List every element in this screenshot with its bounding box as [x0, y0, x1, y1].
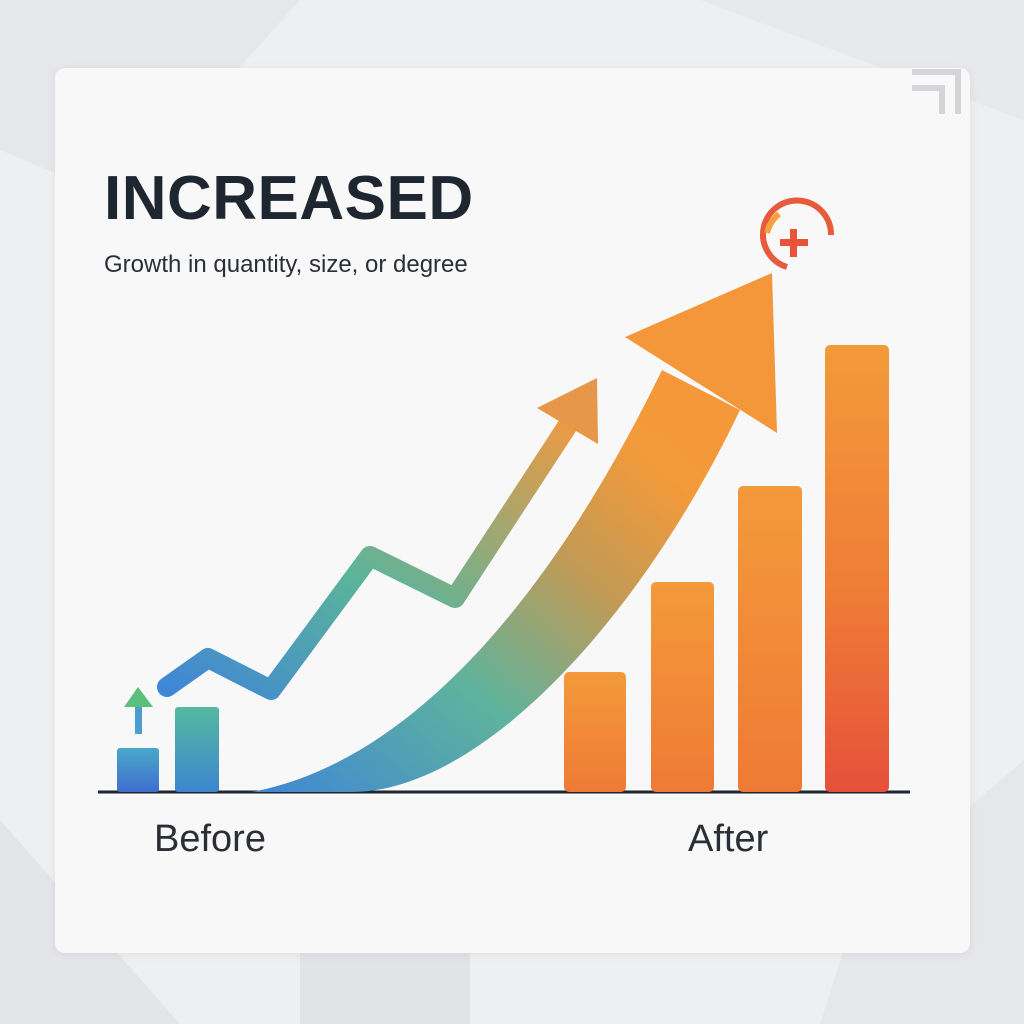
before-bar-2: [175, 707, 219, 792]
plus-circle-icon: [760, 197, 835, 270]
after-label: After: [688, 818, 769, 860]
after-bar-1: [564, 672, 626, 792]
before-bar-1: [117, 748, 159, 792]
after-bar-3: [738, 486, 802, 792]
big-growth-arrow: [252, 273, 777, 792]
page-title: INCREASED: [104, 164, 474, 233]
corner-bracket-icon: [912, 69, 961, 114]
after-bar-4: [825, 345, 889, 792]
up-arrow-icon: [124, 687, 153, 734]
before-label: Before: [154, 818, 266, 860]
page-subtitle: Growth in quantity, size, or degree: [104, 251, 468, 278]
zigzag-arrow: [157, 378, 598, 700]
after-bar-2: [651, 582, 714, 792]
